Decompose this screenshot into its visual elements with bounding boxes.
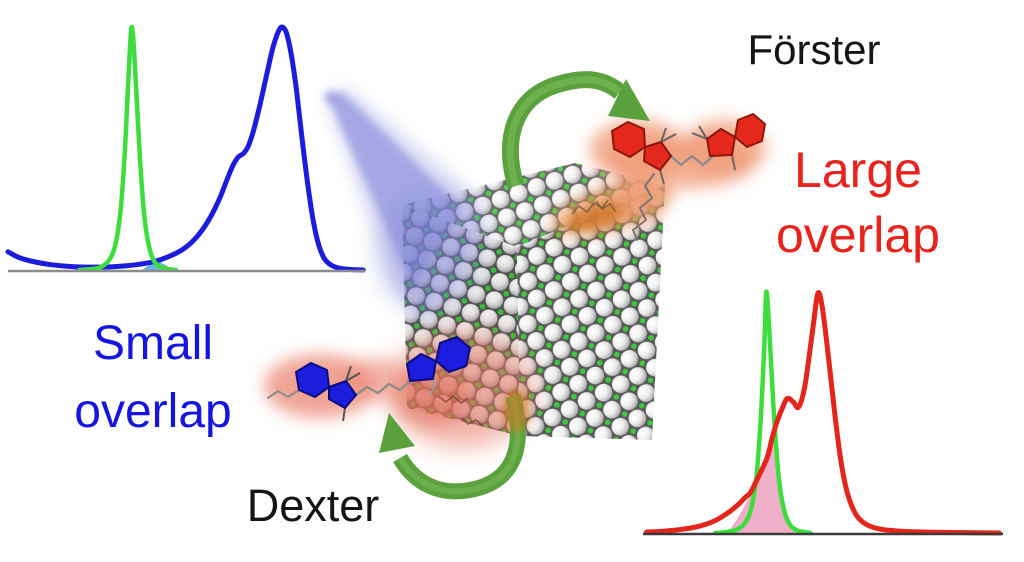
arrow-tail-orange-glow [503, 388, 529, 432]
blue-five-ring-right [406, 353, 437, 382]
cube-right-face [517, 185, 665, 440]
green-emission-curve-2 [712, 289, 813, 536]
red-absorption-curve [644, 289, 1002, 536]
blue-absorption-curve [5, 24, 366, 273]
blue-benzo-ring-right [435, 336, 471, 373]
spectrum-small-overlap [5, 24, 366, 273]
dye-anchor-tether [632, 173, 655, 241]
blue-five-ring-left [328, 380, 357, 409]
small-overlap-line1: Small [92, 317, 214, 370]
n-methyl-blue [342, 407, 346, 422]
large-overlap-line2: overlap [776, 207, 940, 263]
surface-ligand-squiggles [437, 199, 617, 427]
large-overlap-fill [727, 429, 806, 533]
blue-dye-molecule [267, 336, 471, 422]
excitation-beam-icon [325, 88, 486, 322]
red-five-ring-right [706, 128, 736, 157]
green-emission-curve [77, 24, 179, 273]
orange-surface-glow-core [569, 202, 627, 232]
dexter-arrow-icon [379, 388, 529, 500]
spectrum-large-overlap [643, 289, 1003, 536]
dye-linker-chain-blue [354, 379, 412, 397]
dye-linker-chain [669, 154, 714, 167]
dye-tail-chain [267, 389, 300, 399]
small-overlap-line2: overlap [74, 385, 232, 439]
large-overlap-line1: Large [794, 142, 922, 198]
dexter-label: Dexter [246, 480, 380, 531]
foerster-label: Förster [747, 26, 881, 73]
small-overlap-label: Small overlap [53, 310, 253, 446]
red-benzo-ring-right [734, 113, 766, 148]
n-methyl-left [659, 169, 665, 185]
n-methyl-right [731, 154, 736, 171]
red-dye-molecule [611, 113, 766, 241]
forster-arrow-icon [501, 71, 650, 189]
red-five-ring-left [643, 141, 672, 171]
large-overlap-label: Large overlap [758, 138, 958, 268]
